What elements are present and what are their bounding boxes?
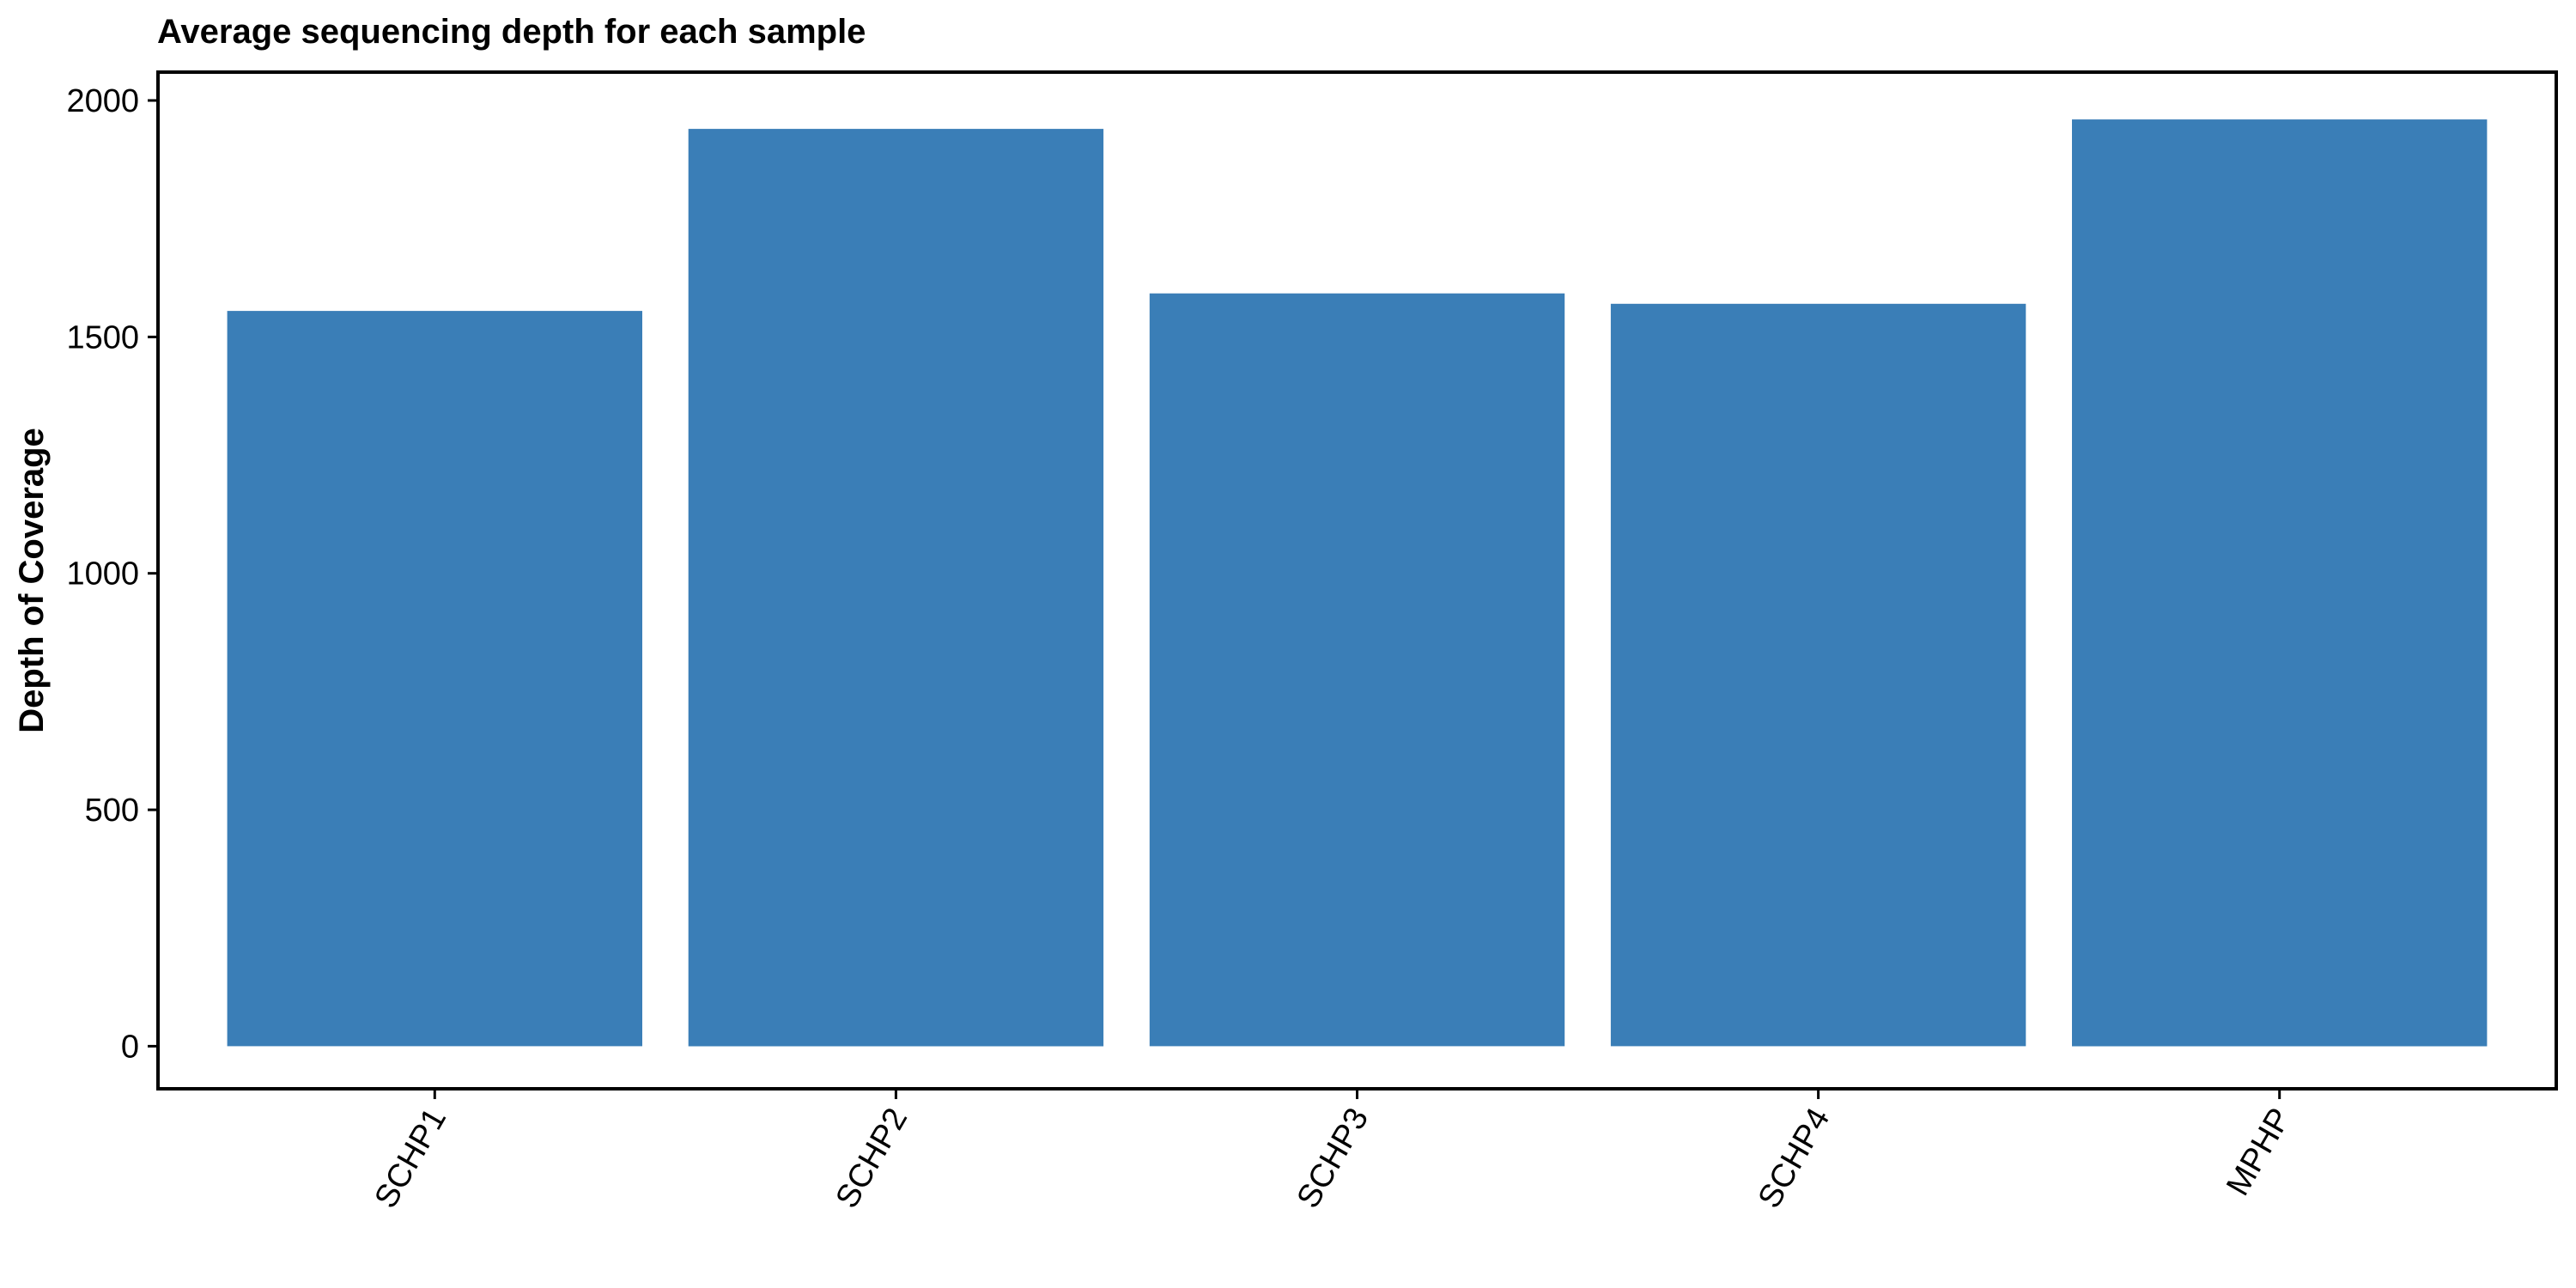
y-tick-label: 1000 [66,556,139,592]
bar-schp3 [1149,293,1565,1047]
y-tick-label: 500 [85,793,139,829]
y-tick-label: 1500 [66,319,139,355]
x-tick-label-schp3: SCHP3 [1291,1103,1376,1215]
x-axis: SCHP1 SCHP2 SCHP3 SCHP4 MPHP [368,1089,2298,1214]
bar-mphp [2072,119,2488,1047]
x-tick-label-schp2: SCHP2 [829,1103,914,1215]
y-tick-label: 0 [121,1029,139,1065]
chart-title: Average sequencing depth for each sample [157,13,866,51]
x-tick-label-schp1: SCHP1 [368,1103,453,1215]
y-axis: 0 500 1000 1500 2000 [66,83,158,1065]
x-tick-label-mphp: MPHP [2220,1103,2298,1202]
bars-layer [227,119,2488,1047]
bar-schp4 [1610,303,2026,1047]
bar-schp2 [688,129,1104,1047]
plot-panel-border [156,70,2558,1091]
bar-schp1 [227,311,642,1047]
y-axis-title: Depth of Coverage [13,428,51,733]
x-tick-label-schp4: SCHP4 [1752,1103,1838,1215]
y-tick-label: 2000 [66,83,139,119]
